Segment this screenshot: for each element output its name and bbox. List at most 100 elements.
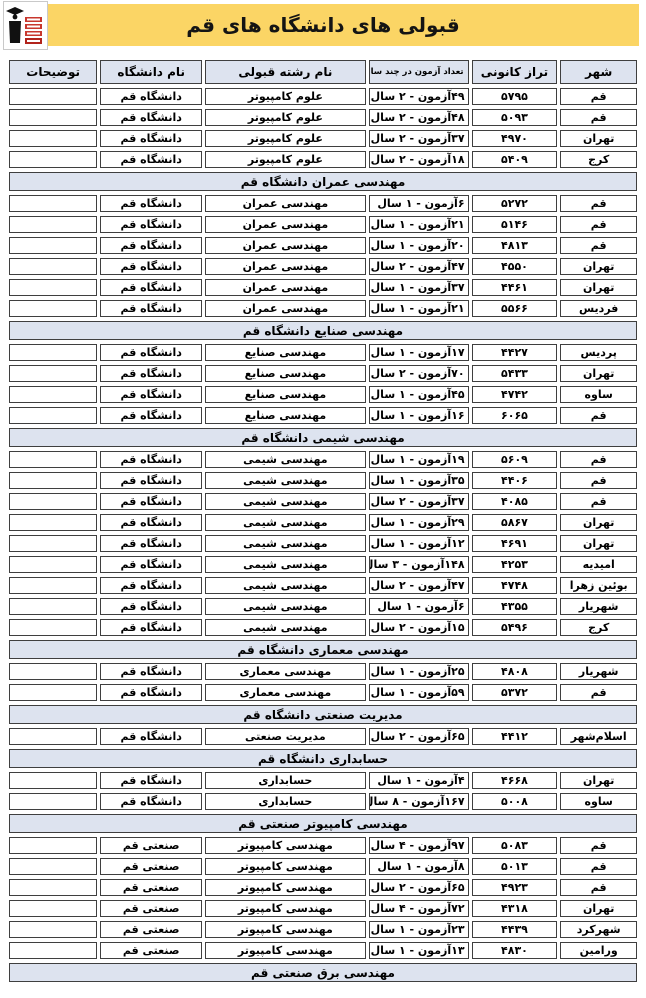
table-row: تهران ۴۶۹۱ ۱۲آزمون - ۱ سال مهندسی شیمی دانشگ…	[9, 535, 637, 552]
cell-major: مهندسی شیمی	[205, 619, 366, 636]
cell-university: دانشگاه قم	[100, 237, 203, 254]
cell-notes	[9, 407, 98, 424]
table-row: تهران ۵۴۳۳ ۷۰آزمون - ۲ سال مهندسی صنایع دانش…	[9, 365, 637, 382]
cell-university: دانشگاه قم	[100, 279, 203, 296]
cell-score: ۵۵۶۶	[471, 300, 558, 317]
cell-major: علوم کامپیوتر	[205, 88, 366, 105]
cell-score: ۵۷۹۵	[471, 88, 558, 105]
cell-city: ساوه	[560, 793, 637, 810]
table-row: قم ۵۲۷۲ ۶آزمون - ۱ سال مهندسی عمران دانشگاه …	[9, 195, 637, 212]
table-row: قم ۵۰۸۳ ۹۷آزمون - ۴ سال مهندسی کامپیوتر صنعت…	[9, 837, 637, 854]
cell-exams: ۲۱آزمون - ۱ سال	[368, 216, 469, 233]
section-header-row: مهندسی عمران دانشگاه قم	[9, 172, 637, 191]
cell-university: صنعتی قم	[100, 942, 203, 959]
cell-university: دانشگاه قم	[100, 130, 203, 147]
cell-score: ۴۶۹۱	[471, 535, 558, 552]
cell-university: صنعتی قم	[100, 879, 203, 896]
cell-score: ۴۳۱۸	[471, 900, 558, 917]
cell-notes	[9, 577, 98, 594]
section-header: حسابداری دانشگاه قم	[9, 749, 637, 768]
cell-university: دانشگاه قم	[100, 451, 203, 468]
cell-notes	[9, 365, 98, 382]
cell-exams: ۱۸آزمون - ۲ سال	[368, 151, 469, 168]
cell-notes	[9, 514, 98, 531]
cell-notes	[9, 535, 98, 552]
cell-city: تهران	[560, 279, 637, 296]
cell-university: دانشگاه قم	[100, 598, 203, 615]
cell-city: کرج	[560, 619, 637, 636]
table-body: قم ۵۷۹۵ ۴۹آزمون - ۲ سال علوم کامپیوتر دانشگا…	[9, 88, 637, 982]
graduate-icon	[6, 7, 42, 44]
cell-exams: ۲۱آزمون - ۱ سال	[368, 300, 469, 317]
cell-notes	[9, 663, 98, 680]
cell-exams: ۹۷آزمون - ۴ سال	[368, 837, 469, 854]
cell-notes	[9, 879, 98, 896]
cell-notes	[9, 793, 98, 810]
cell-city: تهران	[560, 130, 637, 147]
cell-exams: ۶آزمون - ۱ سال	[368, 598, 469, 615]
cell-major: مهندسی شیمی	[205, 493, 366, 510]
cell-score: ۵۳۷۲	[471, 684, 558, 701]
cell-university: دانشگاه قم	[100, 407, 203, 424]
cell-major: مهندسی عمران	[205, 300, 366, 317]
cell-notes	[9, 921, 98, 938]
cell-score: ۴۸۰۸	[471, 663, 558, 680]
cell-exams: ۲۰آزمون - ۱ سال	[368, 237, 469, 254]
cell-exams: ۳۷آزمون - ۲ سال	[368, 493, 469, 510]
cell-university: دانشگاه قم	[100, 365, 203, 382]
cell-exams: ۲۳آزمون - ۱ سال	[368, 921, 469, 938]
cell-exams: ۴۵آزمون - ۱ سال	[368, 386, 469, 403]
table-row: کرج ۵۴۹۶ ۱۵آزمون - ۲ سال مهندسی شیمی دانشگاه…	[9, 619, 637, 636]
cell-exams: ۱۶۷آزمون - ۸ سال	[368, 793, 469, 810]
cell-city: شهریار	[560, 663, 637, 680]
cell-university: دانشگاه قم	[100, 344, 203, 361]
cell-score: ۴۴۰۶	[471, 472, 558, 489]
cell-score: ۵۰۰۸	[471, 793, 558, 810]
cell-notes	[9, 237, 98, 254]
cell-notes	[9, 772, 98, 789]
cell-city: تهران	[560, 535, 637, 552]
section-header-row: مهندسی صنایع دانشگاه قم	[9, 321, 637, 340]
cell-university: صنعتی قم	[100, 921, 203, 938]
col-header-city: شهر	[560, 60, 637, 84]
cell-city: تهران	[560, 258, 637, 275]
cell-exams: ۱۷آزمون - ۱ سال	[368, 344, 469, 361]
cell-university: دانشگاه قم	[100, 556, 203, 573]
cell-major: علوم کامپیوتر	[205, 130, 366, 147]
cell-city: تهران	[560, 772, 637, 789]
cell-score: ۴۹۲۳	[471, 879, 558, 896]
cell-score: ۵۱۴۶	[471, 216, 558, 233]
cell-exams: ۷۲آزمون - ۴ سال	[368, 900, 469, 917]
cell-major: مهندسی صنایع	[205, 344, 366, 361]
cell-notes	[9, 472, 98, 489]
cell-major: مهندسی کامپیوتر	[205, 858, 366, 875]
cell-exams: ۳۷آزمون - ۱ سال	[368, 279, 469, 296]
cell-city: قم	[560, 684, 637, 701]
cell-major: مهندسی معماری	[205, 663, 366, 680]
cell-exams: ۶۵آزمون - ۲ سال	[368, 728, 469, 745]
cell-city: امیدیه	[560, 556, 637, 573]
cell-notes	[9, 837, 98, 854]
cell-score: ۴۰۸۵	[471, 493, 558, 510]
cell-major: مهندسی کامپیوتر	[205, 837, 366, 854]
cell-exams: ۱۴۸آزمون - ۳ سال	[368, 556, 469, 573]
cell-major: مهندسی عمران	[205, 216, 366, 233]
cell-major: مهندسی صنایع	[205, 386, 366, 403]
cell-score: ۴۸۱۳	[471, 237, 558, 254]
table-row: اسلام‌شهر ۴۴۱۲ ۶۵آزمون - ۲ سال مدیریت صنعتی…	[9, 728, 637, 745]
cell-city: ساوه	[560, 386, 637, 403]
cell-university: دانشگاه قم	[100, 684, 203, 701]
table-row: تهران ۴۳۱۸ ۷۲آزمون - ۴ سال مهندسی کامپیوتر ص…	[9, 900, 637, 917]
column-header-row: شهر تراز کانونی تعداد آزمون در چند سال ن…	[9, 60, 637, 84]
cell-university: دانشگاه قم	[100, 472, 203, 489]
cell-university: دانشگاه قم	[100, 514, 203, 531]
table-row: قم ۵۰۹۳ ۴۸آزمون - ۲ سال علوم کامپیوتر دانشگا…	[9, 109, 637, 126]
cell-major: مهندسی عمران	[205, 258, 366, 275]
section-header: مدیریت صنعتی دانشگاه قم	[9, 705, 637, 724]
cell-university: صنعتی قم	[100, 837, 203, 854]
cell-major: مدیریت صنعتی	[205, 728, 366, 745]
cell-exams: ۳۷آزمون - ۲ سال	[368, 130, 469, 147]
